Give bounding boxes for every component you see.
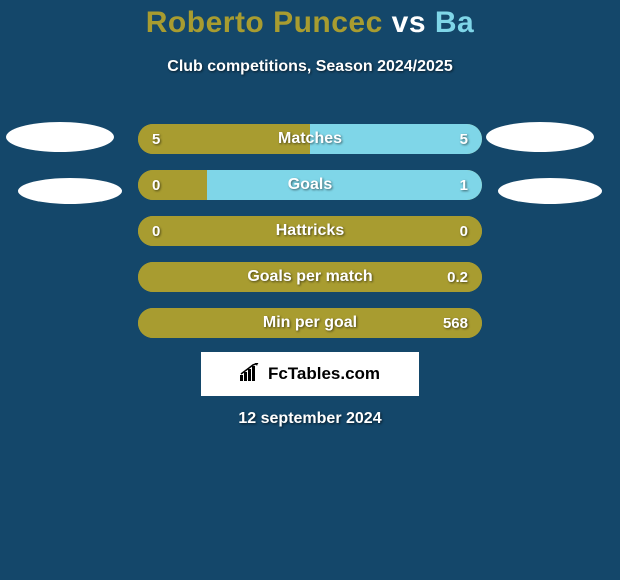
stat-row: Hattricks00 — [138, 216, 482, 246]
bar-right-fill — [310, 124, 482, 154]
player2-avatar-placeholder — [486, 122, 594, 152]
player1-club-placeholder — [18, 178, 122, 204]
stat-bars: Matches55 Goals01 Hattricks00 Goals per mat… — [138, 124, 482, 354]
chart-icon — [240, 363, 262, 386]
stat-row: Matches55 — [138, 124, 482, 154]
bar-left-fill — [138, 216, 482, 246]
player2-club-placeholder — [498, 178, 602, 204]
stat-row: Goals per match0.2 — [138, 262, 482, 292]
comparison-title: Roberto Puncec vs Ba — [0, 0, 620, 40]
bar-left-fill — [138, 170, 207, 200]
player1-avatar-placeholder — [6, 122, 114, 152]
bar-left-fill — [138, 124, 310, 154]
title-player1: Roberto Puncec — [146, 6, 383, 39]
date-text: 12 september 2024 — [0, 410, 620, 428]
branding-text: FcTables.com — [268, 364, 380, 384]
branding-badge: FcTables.com — [201, 352, 419, 396]
stat-row: Min per goal568 — [138, 308, 482, 338]
title-player2: Ba — [435, 6, 474, 39]
stat-row: Goals01 — [138, 170, 482, 200]
bar-left-fill — [138, 262, 482, 292]
subtitle: Club competitions, Season 2024/2025 — [0, 58, 620, 76]
infographic-canvas: Roberto Puncec vs Ba Club competitions, … — [0, 0, 620, 580]
title-vs: vs — [392, 6, 426, 39]
bar-left-fill — [138, 308, 482, 338]
bar-right-fill — [207, 170, 482, 200]
